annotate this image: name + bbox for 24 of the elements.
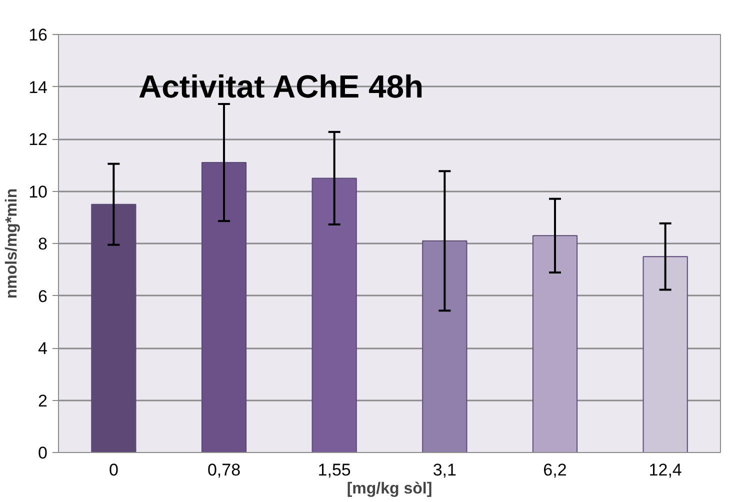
bar <box>532 235 578 452</box>
x-tick-label: 0 <box>108 460 118 480</box>
bar <box>312 178 357 452</box>
x-tick-label: 3,1 <box>432 460 456 480</box>
x-tick-label: 6,2 <box>543 460 567 480</box>
y-tick-label: 2 <box>38 391 48 410</box>
y-tick-label: 4 <box>38 339 48 358</box>
bar <box>642 256 688 452</box>
bar <box>422 240 468 452</box>
y-tick-label: 0 <box>38 444 48 462</box>
bar <box>201 162 247 452</box>
y-tick-label: 10 <box>28 182 48 202</box>
x-axis-title: [mg/kg sòl] <box>346 480 432 498</box>
x-tick-label: 12,4 <box>648 460 682 480</box>
y-tick-label: 6 <box>38 286 48 306</box>
y-tick-label: 14 <box>28 78 48 97</box>
y-tick-label: 12 <box>28 130 48 149</box>
y-tick-label: 8 <box>38 234 48 254</box>
bar <box>91 204 136 452</box>
x-tick-label: 1,55 <box>318 460 351 480</box>
text: Activitat AChE 48h <box>138 68 424 104</box>
y-tick-label: 16 <box>28 26 48 44</box>
y-axis-title: nmols/mg*min <box>4 188 21 299</box>
x-tick-label: 0,78 <box>207 460 241 480</box>
